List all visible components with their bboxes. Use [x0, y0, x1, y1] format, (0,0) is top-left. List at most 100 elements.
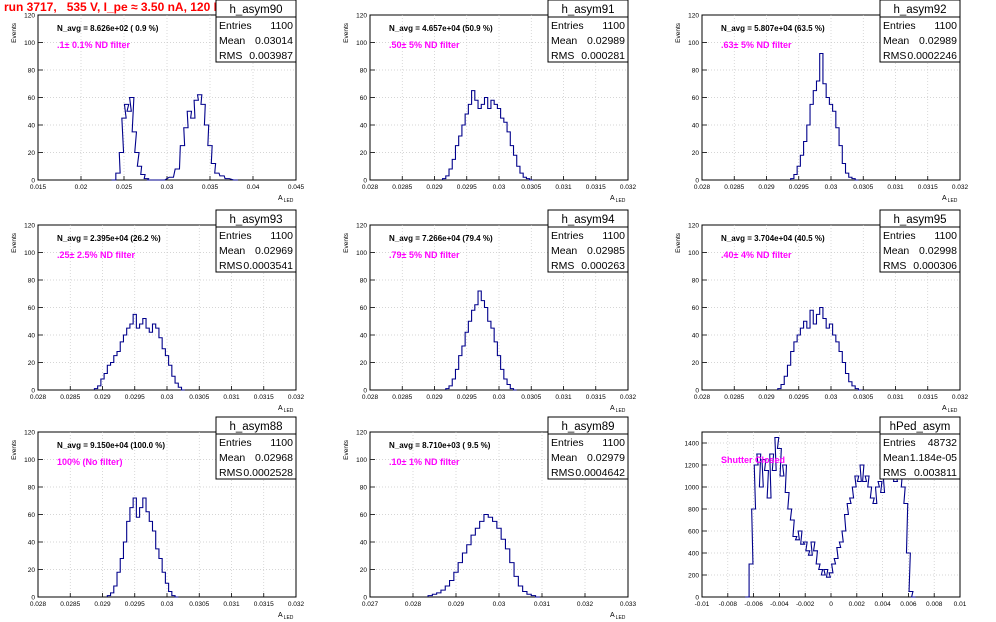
x-tick-label: 0.028	[694, 184, 711, 191]
y-tick-label: 120	[24, 430, 35, 437]
stats-rms-value: 0.003987	[249, 50, 293, 62]
stats-rms-label: RMS	[551, 467, 574, 479]
x-tick-label: 0.006	[900, 601, 917, 608]
x-tick-label: 0.008	[926, 601, 943, 608]
x-tick-label: 0.031	[555, 184, 572, 191]
n-avg-header: N_avg = 3.704e+04 (40.5 %)	[721, 234, 825, 243]
stats-mean-label: Mean	[883, 452, 909, 464]
y-tick-label: 120	[356, 430, 367, 437]
x-tick-label: -0.006	[744, 601, 763, 608]
y-tick-label: 80	[360, 68, 368, 75]
stats-mean-label: Mean	[219, 245, 245, 257]
histogram-line	[93, 313, 185, 391]
stats-entries-value: 1100	[602, 437, 625, 449]
stats-box	[215, 433, 297, 480]
x-tick-label: 0.028	[362, 394, 379, 401]
y-tick-label: 40	[360, 123, 368, 130]
stats-mean-value: 0.02968	[255, 452, 293, 464]
stats-mean-label: Mean	[551, 245, 577, 257]
y-tick-label: 60	[28, 305, 36, 312]
y-tick-label: 1000	[685, 485, 700, 492]
y-tick-label: 120	[688, 13, 699, 20]
y-tick-label: 1400	[685, 441, 700, 448]
y-tick-label: 20	[692, 150, 700, 157]
y-tick-label: 120	[356, 223, 367, 230]
x-tick-label: 0.03	[493, 601, 506, 608]
x-tick-label: 0.0305	[521, 394, 541, 401]
stats-entries-value: 1100	[602, 20, 625, 32]
x-tick-label: -0.008	[719, 601, 738, 608]
y-tick-label: 100	[688, 250, 699, 257]
y-tick-label: 100	[24, 40, 35, 47]
y-tick-label: 0	[31, 595, 35, 602]
stats-rms-value: 0.0004642	[575, 467, 625, 479]
y-tick-label: 60	[28, 95, 36, 102]
filter-annotation: .50± 5% ND filter	[389, 40, 460, 50]
x-tick-label: 0.0315	[254, 601, 274, 608]
filter-annotation: 100% (No filter)	[57, 457, 123, 467]
histogram-line	[427, 513, 540, 598]
x-tick-label: 0.045	[288, 184, 305, 191]
stats-title: hPed_asym	[890, 421, 951, 433]
stats-box	[547, 433, 629, 480]
x-tick-label: 0.033	[620, 601, 637, 608]
stats-entries-label: Entries	[551, 20, 584, 32]
stats-rms-value: 0.000281	[581, 50, 625, 62]
y-tick-label: 0	[695, 388, 699, 395]
y-axis-label: Events	[11, 232, 18, 253]
x-tick-label: 0.032	[620, 184, 637, 191]
x-tick-label: 0.031	[223, 394, 240, 401]
x-tick-label: 0.04	[247, 184, 260, 191]
stats-mean-value: 0.02969	[255, 245, 293, 257]
histogram-panel-h_asym91: 0.028 0.0285 0.029 0.0295 0.03 0.0305 0.031 0.0…	[343, 0, 637, 204]
y-tick-label: 120	[356, 13, 367, 20]
histogram-line	[111, 94, 238, 181]
x-tick-label: 0.0285	[60, 394, 80, 401]
n-avg-header: N_avg = 8.626e+02 ( 0.9 %)	[57, 24, 159, 33]
x-tick-label: 0.032	[577, 601, 594, 608]
y-tick-label: 100	[356, 40, 367, 47]
x-tick-label: 0.01	[954, 601, 967, 608]
y-tick-label: 200	[688, 573, 699, 580]
stats-box	[879, 16, 961, 63]
x-tick-label: -0.004	[770, 601, 789, 608]
stats-mean-value: 0.02989	[587, 35, 625, 47]
x-tick-label: 0.029	[426, 184, 443, 191]
n-avg-header: N_avg = 5.807e+04 (63.5 %)	[721, 24, 825, 33]
y-tick-label: 60	[360, 305, 368, 312]
y-tick-label: 80	[28, 485, 36, 492]
y-tick-label: 100	[356, 250, 367, 257]
filter-annotation: .10± 1% ND filter	[389, 457, 460, 467]
x-tick-label: 0.02	[75, 184, 88, 191]
x-axis-label: ALED	[278, 405, 294, 414]
x-axis-label: ALED	[278, 195, 294, 204]
y-tick-label: 800	[688, 507, 699, 514]
x-tick-label: -0.002	[796, 601, 815, 608]
x-tick-label: 0.032	[952, 394, 969, 401]
y-tick-label: 100	[688, 40, 699, 47]
stats-entries-value: 1100	[270, 437, 293, 449]
x-tick-label: 0.028	[30, 394, 47, 401]
x-tick-label: 0.03	[161, 394, 174, 401]
filter-annotation: .79± 5% ND filter	[389, 250, 460, 260]
y-tick-label: 60	[692, 305, 700, 312]
filter-annotation: .40± 4% ND filter	[721, 250, 792, 260]
y-tick-label: 0	[695, 178, 699, 185]
n-avg-header: N_avg = 4.657e+04 (50.9 %)	[389, 24, 493, 33]
y-tick-label: 60	[360, 512, 368, 519]
stats-rms-label: RMS	[883, 260, 906, 272]
stats-box	[879, 226, 961, 273]
n-avg-header: N_avg = 8.710e+03 ( 9.5 %)	[389, 441, 491, 450]
n-avg-header: N_avg = 2.395e+04 (26.2 %)	[57, 234, 161, 243]
stats-mean-value: 0.02985	[587, 245, 625, 257]
y-tick-label: 100	[356, 457, 367, 464]
stats-title: h_asym91	[561, 4, 614, 16]
stats-mean-label: Mean	[219, 35, 245, 47]
stats-entries-value: 1100	[270, 20, 293, 32]
y-tick-label: 80	[28, 278, 36, 285]
y-tick-label: 80	[360, 485, 368, 492]
stats-entries-label: Entries	[883, 230, 916, 242]
x-tick-label: 0.0295	[457, 184, 477, 191]
histogram-line	[445, 290, 517, 391]
stats-rms-label: RMS	[551, 260, 574, 272]
